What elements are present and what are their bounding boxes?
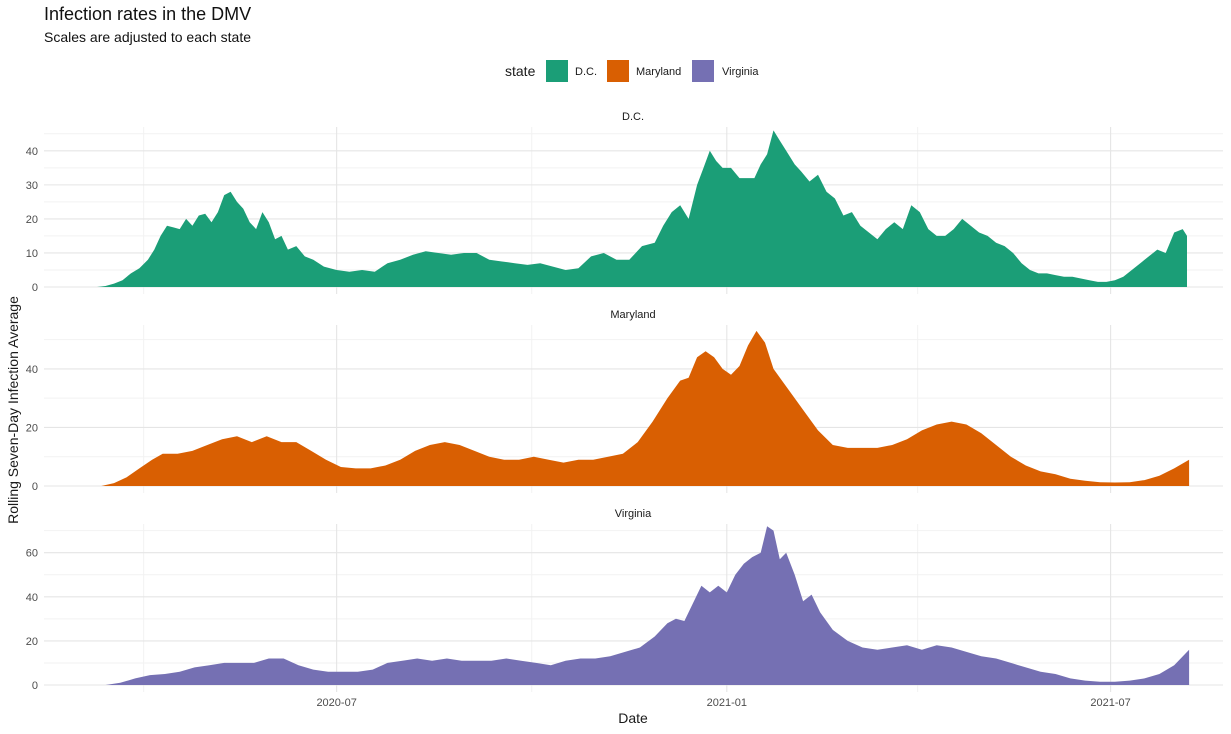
- legend: state D.C. Maryland Virginia: [505, 60, 759, 82]
- strip-label-maryland: Maryland: [610, 309, 655, 321]
- x-axis: 2020-07 2021-01 2021-07: [316, 697, 1130, 709]
- y-tick-label: 20: [26, 422, 38, 434]
- legend-label-maryland: Maryland: [636, 66, 681, 78]
- y-tick-label: 0: [32, 680, 38, 692]
- chart-title: Infection rates in the DMV: [44, 4, 252, 24]
- y-tick-label: 40: [26, 364, 38, 376]
- y-tick-label: 40: [26, 592, 38, 604]
- legend-label-virginia: Virginia: [722, 66, 759, 78]
- panel-dc: D.C. 0 10 20 30 40: [26, 111, 1223, 294]
- strip-label-dc: D.C.: [622, 111, 644, 123]
- y-tick-label: 40: [26, 146, 38, 158]
- area-series-maryland: [101, 330, 1190, 486]
- area-series-d-c: [97, 130, 1187, 287]
- legend-label-dc: D.C.: [575, 66, 597, 78]
- legend-swatch-maryland: [607, 60, 629, 82]
- strip-label-virginia: Virginia: [615, 508, 652, 520]
- y-tick-label: 30: [26, 180, 38, 192]
- panel-maryland: Maryland 0 20 40: [26, 309, 1223, 493]
- panel-virginia: Virginia 0 20 40 60: [26, 508, 1223, 692]
- y-axis-title: Rolling Seven-Day Infection Average: [5, 296, 21, 524]
- x-tick-label: 2021-01: [707, 697, 747, 709]
- y-tick-label: 10: [26, 248, 38, 260]
- x-axis-title: Date: [618, 710, 648, 726]
- y-tick-label: 0: [32, 481, 38, 493]
- legend-title: state: [505, 63, 536, 79]
- legend-swatch-dc: [546, 60, 568, 82]
- x-tick-label: 2020-07: [316, 697, 356, 709]
- legend-swatch-virginia: [692, 60, 714, 82]
- y-tick-label: 20: [26, 214, 38, 226]
- chart-subtitle: Scales are adjusted to each state: [44, 29, 252, 45]
- area-series-virginia: [105, 526, 1190, 685]
- y-tick-label: 60: [26, 548, 38, 560]
- y-tick-label: 0: [32, 282, 38, 294]
- y-tick-label: 20: [26, 636, 38, 648]
- x-tick-label: 2021-07: [1090, 697, 1130, 709]
